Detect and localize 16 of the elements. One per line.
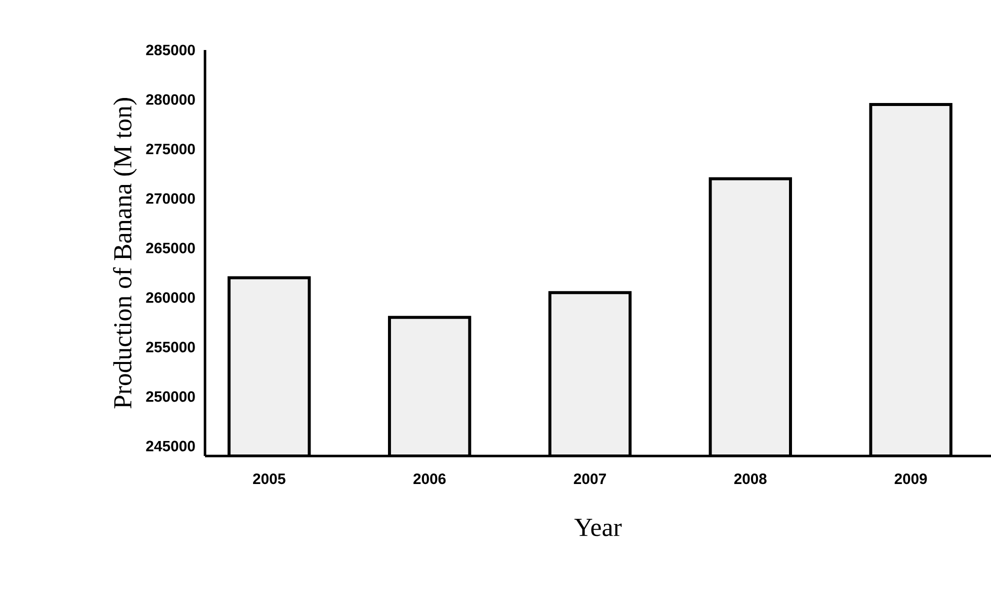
- y-tick-label: 270000: [146, 193, 195, 204]
- x-tick-label: 2005: [253, 474, 286, 484]
- y-tick-label: 250000: [146, 391, 195, 402]
- y-axis-title: Production of Banana (M ton): [113, 98, 137, 408]
- x-tick-label: 2008: [734, 474, 767, 484]
- y-tick-label: 275000: [146, 144, 195, 154]
- y-tick-label: 245000: [146, 440, 195, 452]
- x-tick-label: 2006: [413, 474, 446, 484]
- y-tick-label: 280000: [146, 94, 195, 105]
- y-tick-label: 260000: [146, 292, 195, 303]
- x-tick-label: 2007: [574, 474, 606, 484]
- x-axis-title: Year: [574, 518, 622, 536]
- y-tick-label: 285000: [146, 44, 195, 56]
- y-tick-label: 255000: [146, 342, 195, 352]
- y-tick-label: 265000: [146, 242, 195, 254]
- x-tick-label: 2009: [894, 474, 927, 484]
